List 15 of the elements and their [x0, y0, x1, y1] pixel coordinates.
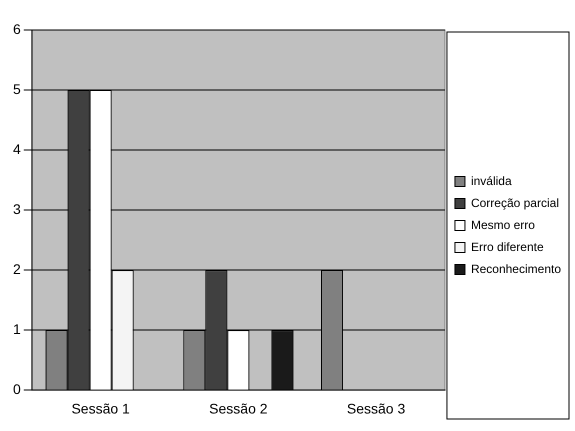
x-tick-label: Sessão 2	[209, 400, 268, 416]
y-tick-label: 6	[12, 20, 21, 37]
x-tick-label: Sessão 1	[71, 400, 130, 416]
x-tick-label: Sessão 3	[346, 400, 406, 416]
y-tick-label: 5	[12, 80, 21, 97]
y-tick-label: 1	[12, 321, 21, 338]
y-tick-label: 3	[12, 200, 21, 217]
y-tick-label: 4	[12, 140, 21, 157]
legend-label: Correção parcial	[470, 196, 559, 210]
legend-label: Reconhecimento	[470, 262, 562, 276]
legend-label: Erro diferente	[470, 240, 544, 254]
y-tick-label: 2	[12, 260, 21, 277]
legend-label: inválida	[470, 174, 512, 188]
y-tick-label: 0	[12, 381, 21, 398]
legend-label: Mesmo erro	[470, 218, 536, 232]
